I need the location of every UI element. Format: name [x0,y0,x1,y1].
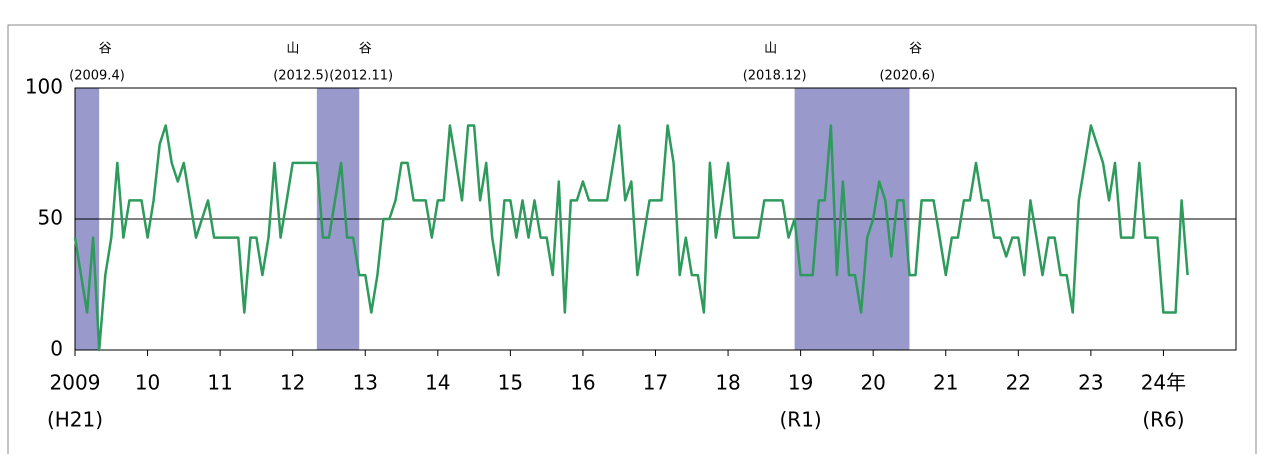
x-tick-label: 14 [425,371,450,395]
x-tick-label: 13 [353,371,378,395]
x-tick-label: 2009 [50,371,101,395]
y-tick-label: 0 [50,337,63,361]
x-tick-label: 21 [933,371,958,395]
outer-frame [7,24,1257,454]
x-tick-label: 15 [498,371,523,395]
x-tick-label: 16 [570,371,595,395]
x-tick-label: 12 [280,371,305,395]
x-tick-label: 24年 [1141,371,1186,395]
data-line [73,124,1189,352]
peak-mark: 山 [764,42,777,57]
y-tick-label: 50 [38,206,63,230]
x-tick-label: 10 [135,371,160,395]
trough-date: (2012.11) [329,69,393,84]
y-tick-label: 100 [25,75,63,99]
x-tick-label: 20 [860,371,885,395]
x-tick-label: 23 [1078,371,1103,395]
trough-mark: 谷 [99,42,112,57]
x-tick-label: 19 [788,371,813,395]
era-label: (R1) [780,408,822,432]
trough-mark: 谷 [909,42,922,57]
x-tick-label: 22 [1006,371,1031,395]
x-tick-label: 17 [643,371,668,395]
trough-date: (2009.4) [69,69,125,84]
trough-date: (2020.6) [879,69,935,84]
peak-date: (2018.12) [743,69,807,84]
peak-date: (2012.5) [273,69,329,84]
x-tick-label: 18 [715,371,740,395]
era-label: (R6) [1142,408,1184,432]
era-label: (H21) [47,408,103,432]
trough-mark: 谷 [359,42,372,57]
x-tick-label: 11 [207,371,232,395]
peak-mark: 山 [286,42,299,57]
